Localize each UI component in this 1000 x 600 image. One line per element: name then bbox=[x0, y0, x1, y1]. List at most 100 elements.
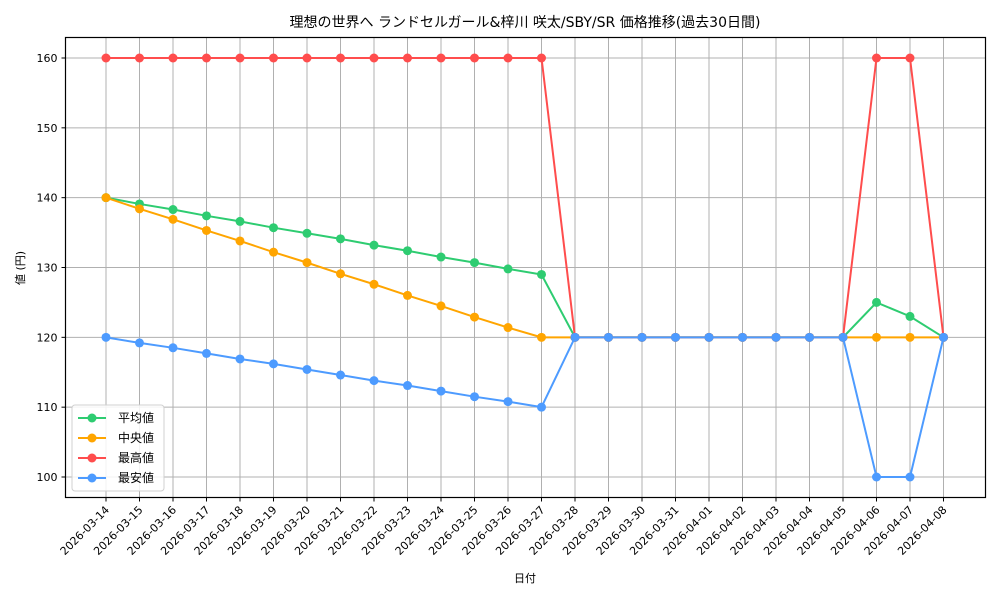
data-point bbox=[470, 392, 479, 402]
data-point bbox=[503, 397, 513, 407]
data-point bbox=[838, 332, 848, 342]
data-point bbox=[470, 53, 479, 63]
legend-box bbox=[71, 404, 165, 492]
y-tick-label: 110 bbox=[37, 401, 58, 414]
legend-item: 中央値 bbox=[78, 430, 154, 445]
data-point bbox=[503, 53, 513, 63]
data-point bbox=[269, 53, 278, 63]
y-tick-label: 160 bbox=[37, 52, 58, 65]
chart-title: 理想の世界へ ランドセルガール&梓川 咲太/SBY/SR 価格推移(過去30日間… bbox=[290, 15, 761, 31]
data-point bbox=[872, 297, 881, 307]
data-point bbox=[269, 359, 278, 369]
data-point bbox=[537, 402, 546, 412]
data-point bbox=[704, 332, 714, 342]
data-point bbox=[403, 290, 412, 300]
data-point bbox=[470, 312, 479, 322]
legend-marker bbox=[87, 453, 97, 463]
data-point bbox=[369, 240, 379, 250]
data-point bbox=[202, 225, 211, 235]
data-point bbox=[202, 211, 211, 221]
data-point bbox=[369, 53, 379, 63]
data-point bbox=[537, 53, 546, 63]
data-point bbox=[302, 228, 312, 238]
legend-marker bbox=[87, 433, 97, 443]
series-最安値 bbox=[101, 332, 948, 482]
data-point bbox=[168, 205, 178, 215]
data-point bbox=[570, 332, 580, 342]
data-point bbox=[135, 53, 144, 63]
data-point bbox=[637, 332, 647, 342]
data-point bbox=[336, 234, 345, 244]
data-point bbox=[369, 376, 379, 386]
data-point bbox=[905, 332, 915, 342]
data-point bbox=[202, 348, 211, 358]
y-axis: 100 110 120 130 140 150 160 bbox=[37, 52, 66, 484]
data-point bbox=[302, 364, 312, 374]
data-point bbox=[939, 332, 948, 342]
data-point bbox=[302, 53, 312, 63]
data-point bbox=[872, 53, 881, 63]
data-point bbox=[336, 370, 345, 380]
data-point bbox=[671, 332, 680, 342]
x-axis: 2026-03-142026-03-152026-03-162026-03-17… bbox=[58, 497, 950, 558]
data-point bbox=[738, 332, 747, 342]
legend-item: 平均値 bbox=[78, 410, 154, 425]
data-point bbox=[436, 252, 446, 262]
data-point bbox=[470, 258, 479, 268]
data-point bbox=[805, 332, 814, 342]
data-point bbox=[436, 301, 446, 311]
data-point bbox=[202, 53, 211, 63]
x-axis-label: 日付 bbox=[514, 572, 536, 585]
data-point bbox=[771, 332, 781, 342]
data-point bbox=[101, 53, 111, 63]
data-point bbox=[135, 204, 144, 214]
data-point bbox=[235, 236, 245, 246]
data-point bbox=[872, 472, 881, 482]
legend-marker bbox=[87, 473, 97, 483]
data-point bbox=[905, 472, 915, 482]
data-point bbox=[101, 332, 111, 342]
data-point bbox=[872, 332, 881, 342]
legend-marker bbox=[87, 413, 97, 423]
legend-item: 最安値 bbox=[78, 470, 154, 485]
data-point bbox=[168, 53, 178, 63]
data-point bbox=[168, 214, 178, 224]
data-point bbox=[135, 338, 144, 348]
legend-label: 最高値 bbox=[118, 450, 154, 465]
data-point bbox=[537, 269, 546, 279]
data-point bbox=[369, 279, 379, 289]
data-point bbox=[302, 258, 312, 268]
data-point bbox=[503, 323, 513, 333]
legend-label: 最安値 bbox=[118, 470, 154, 485]
data-point bbox=[403, 53, 412, 63]
data-point bbox=[905, 53, 915, 63]
data-point bbox=[101, 193, 111, 203]
data-point bbox=[235, 216, 245, 226]
y-axis-label: 値 (円) bbox=[14, 251, 27, 285]
y-tick-label: 150 bbox=[37, 122, 58, 135]
data-point bbox=[905, 311, 915, 321]
grid bbox=[65, 37, 986, 498]
y-tick-label: 130 bbox=[37, 262, 58, 275]
data-point bbox=[235, 53, 245, 63]
data-point bbox=[269, 247, 278, 257]
data-point bbox=[168, 343, 178, 353]
data-point bbox=[537, 332, 546, 342]
legend-item: 最高値 bbox=[78, 450, 154, 465]
data-point bbox=[403, 381, 412, 391]
data-point bbox=[336, 269, 345, 279]
data-point bbox=[336, 53, 345, 63]
data-point bbox=[269, 223, 278, 233]
y-tick-label: 100 bbox=[37, 471, 58, 484]
y-tick-label: 120 bbox=[37, 331, 58, 344]
data-point bbox=[403, 246, 412, 256]
y-tick-label: 140 bbox=[37, 192, 58, 205]
legend-label: 平均値 bbox=[118, 410, 154, 425]
data-point bbox=[604, 332, 613, 342]
series-line bbox=[105, 336, 945, 478]
data-point bbox=[436, 386, 446, 396]
data-point bbox=[436, 53, 446, 63]
legend-label: 中央値 bbox=[118, 430, 154, 445]
